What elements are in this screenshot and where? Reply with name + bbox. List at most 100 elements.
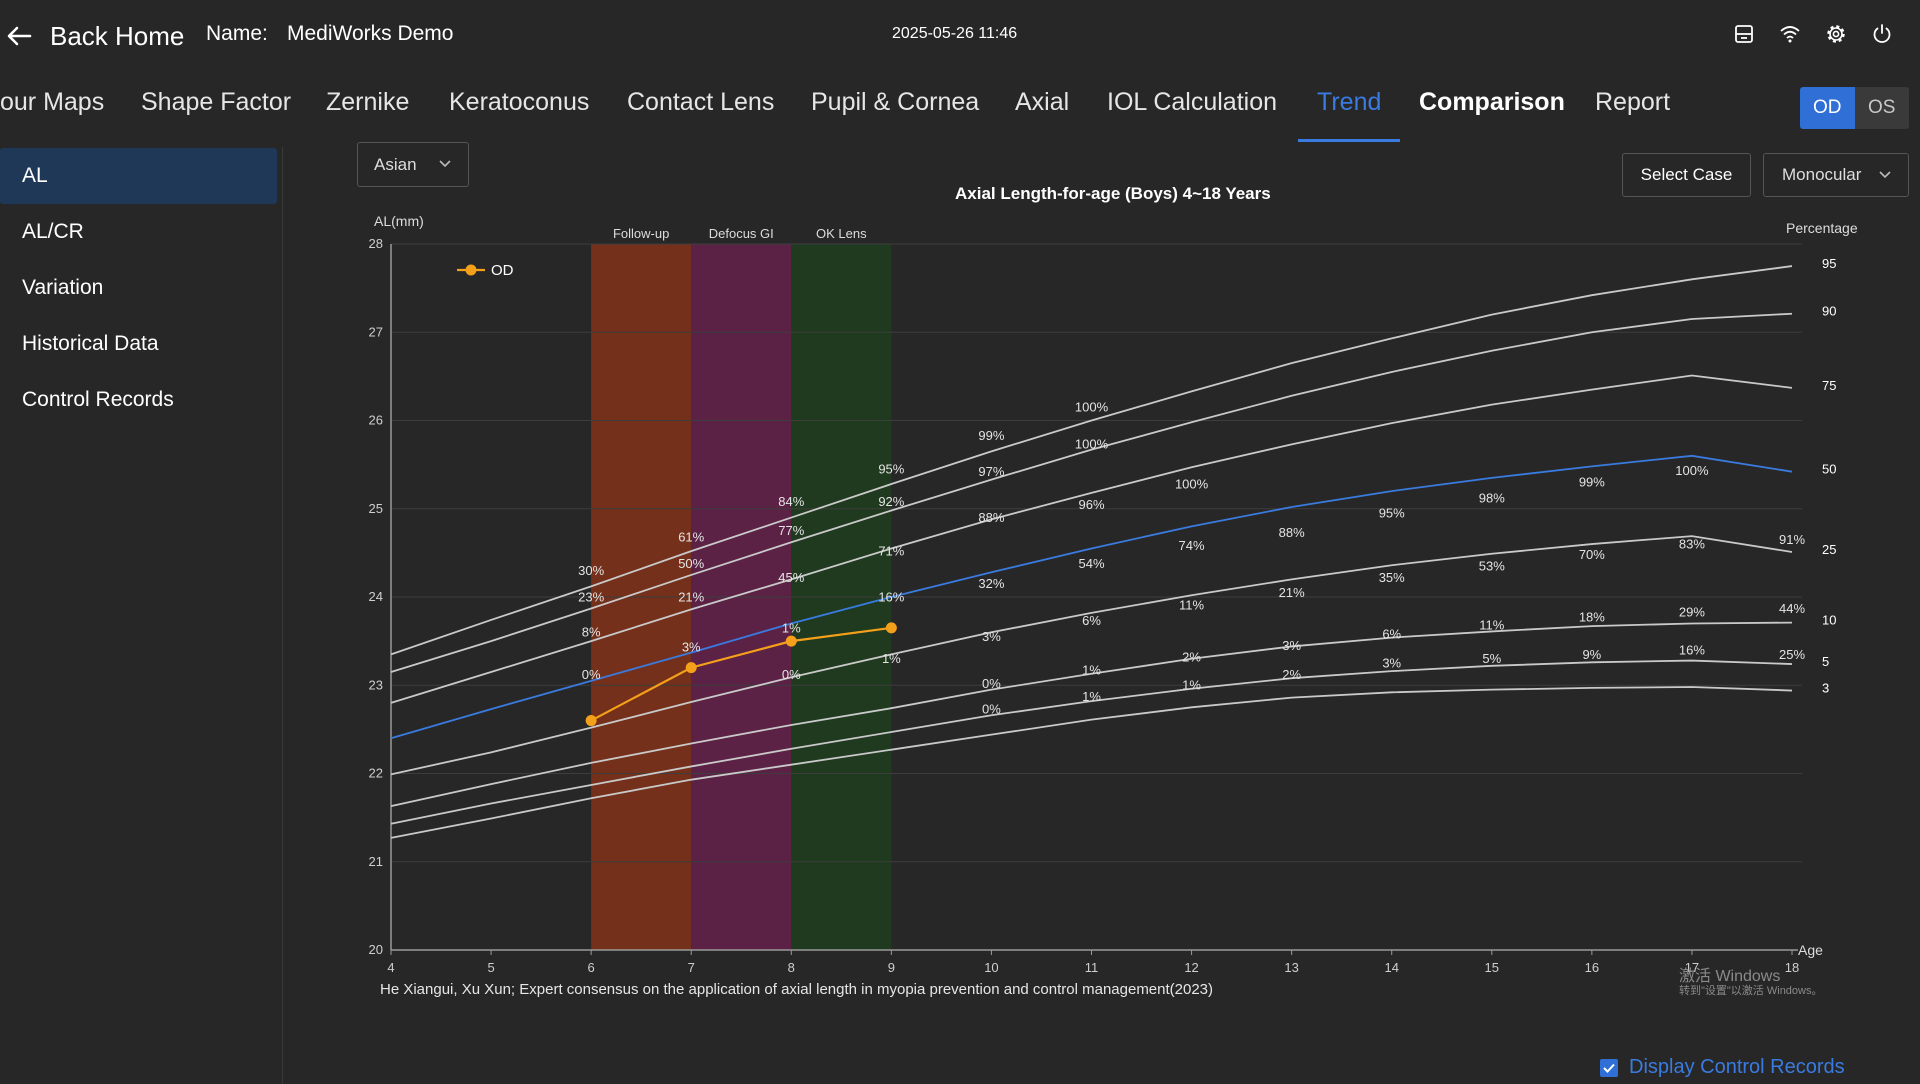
percentage-annotation: 100% xyxy=(1075,437,1109,452)
percentage-annotation: 83% xyxy=(1679,536,1705,551)
band-label: Follow-up xyxy=(613,226,669,241)
tab-contour-maps[interactable]: our Maps xyxy=(0,88,105,116)
sidebar-item-control-records[interactable]: Control Records xyxy=(0,372,277,428)
percentage-annotation: 29% xyxy=(1679,604,1705,619)
back-home-label: Back Home xyxy=(50,20,185,51)
sidebar-item-label: AL xyxy=(22,164,48,187)
tab-zernike[interactable]: Zernike xyxy=(326,88,410,116)
x-tick-label: 9 xyxy=(888,960,895,975)
tab-axial[interactable]: Axial xyxy=(1015,88,1070,116)
percentile-curve-10 xyxy=(390,621,1793,808)
percentage-annotation: 3% xyxy=(982,629,1001,644)
reference-citation: He Xiangui, Xu Xun; Expert consensus on … xyxy=(380,981,1214,998)
x-axis-label: Age xyxy=(1798,942,1823,958)
sidebar-item-al[interactable]: AL xyxy=(0,148,277,204)
os-button[interactable]: OS xyxy=(1854,87,1909,129)
percentage-annotation: 97% xyxy=(978,464,1004,479)
x-tick-label: 15 xyxy=(1485,960,1499,975)
y-tick-label: 23 xyxy=(369,677,383,692)
windows-watermark-sub: 转到"设置"以激活 Windows。 xyxy=(1679,985,1823,997)
od-data-point xyxy=(585,715,597,727)
tab-contact-lens[interactable]: Contact Lens xyxy=(627,88,775,116)
display-control-records-checkbox[interactable]: Display Control Records xyxy=(1600,1056,1845,1079)
percentage-annotation: 99% xyxy=(978,428,1004,443)
percentage-annotation: 77% xyxy=(778,523,804,538)
wifi-icon[interactable] xyxy=(1778,22,1802,46)
y-tick-label: 27 xyxy=(369,324,383,339)
sidebar-item-label: Control Records xyxy=(22,388,174,411)
top-icon-group xyxy=(1732,22,1894,46)
od-data-point xyxy=(685,662,697,674)
x-tick-label: 14 xyxy=(1384,960,1398,975)
percentage-annotation: 45% xyxy=(778,570,804,585)
percentage-annotation: 74% xyxy=(1179,538,1205,553)
percentage-annotation: 88% xyxy=(978,510,1004,525)
percentage-annotation: 91% xyxy=(1779,532,1805,547)
percentile-label: 50 xyxy=(1822,462,1836,477)
percentage-annotation: 6% xyxy=(1082,613,1101,628)
windows-watermark: 激活 Windows xyxy=(1679,968,1781,985)
x-tick-label: 10 xyxy=(984,960,998,975)
percentile-curve-90 xyxy=(390,312,1793,673)
percentage-annotation: 1% xyxy=(882,651,901,666)
x-tick-label: 17 xyxy=(1685,960,1699,975)
tab-pupil-cornea[interactable]: Pupil & Cornea xyxy=(811,88,980,116)
percentage-annotation: 16% xyxy=(878,589,904,604)
percentage-annotation: 23% xyxy=(578,589,604,604)
sidebar-item-variation[interactable]: Variation xyxy=(0,260,277,316)
percentile-curve-25 xyxy=(390,535,1793,776)
od-series-line xyxy=(590,626,892,722)
tab-keratoconus[interactable]: Keratoconus xyxy=(449,88,590,116)
module-tabs: our Maps Shape Factor Zernike Keratoconu… xyxy=(0,88,1780,143)
percentage-annotation: 96% xyxy=(1078,497,1104,512)
band-label: Defocus GI xyxy=(709,226,774,241)
percentile-curve-95 xyxy=(390,265,1793,656)
percentage-annotation: 11% xyxy=(1479,618,1504,633)
chart-title: Axial Length-for-age (Boys) 4~18 Years xyxy=(955,184,1271,203)
y-tick-label: 25 xyxy=(369,501,383,516)
tab-trend[interactable]: Trend xyxy=(1297,88,1401,143)
save-icon[interactable] xyxy=(1732,22,1756,46)
y-tick-label: 28 xyxy=(369,236,383,251)
y-tick-label: 22 xyxy=(369,766,383,781)
arrow-left-icon xyxy=(7,26,32,46)
sidebar-item-al-cr[interactable]: AL/CR xyxy=(0,204,277,260)
select-case-button[interactable]: Select Case xyxy=(1622,153,1751,197)
sidebar: AL AL/CR Variation Historical Data Contr… xyxy=(0,147,283,1084)
x-tick-label: 7 xyxy=(688,960,695,975)
percentage-annotation: 5% xyxy=(1482,651,1501,666)
tab-report[interactable]: Report xyxy=(1595,88,1671,116)
od-button[interactable]: OD xyxy=(1800,87,1855,129)
x-tick-label: 8 xyxy=(788,960,795,975)
mode-select[interactable]: Monocular xyxy=(1763,153,1909,197)
percentage-annotation: 95% xyxy=(1379,506,1405,521)
percentage-annotation: 98% xyxy=(1479,491,1505,506)
region-select[interactable]: Asian xyxy=(357,142,469,187)
percentile-label: 95 xyxy=(1822,256,1836,271)
percentage-annotation: 1% xyxy=(782,620,801,635)
power-icon[interactable] xyxy=(1870,22,1894,46)
percentage-annotation: 21% xyxy=(678,589,704,604)
percentage-annotation: 61% xyxy=(678,529,704,544)
legend-marker xyxy=(465,264,477,276)
percentage-annotation: 54% xyxy=(1078,556,1104,571)
percentage-annotation: 1% xyxy=(1082,663,1101,678)
percentage-annotation: 8% xyxy=(582,625,601,640)
x-tick-label: 4 xyxy=(387,960,394,975)
od-data-point xyxy=(885,622,897,634)
percentage-annotation: 70% xyxy=(1579,547,1605,562)
percentile-curve-5 xyxy=(390,659,1793,825)
percentage-annotation: 84% xyxy=(778,494,804,509)
mode-select-value: Monocular xyxy=(1782,165,1862,184)
sidebar-item-historical-data[interactable]: Historical Data xyxy=(0,316,277,372)
percentage-annotation: 11% xyxy=(1179,597,1204,612)
back-home-button[interactable]: Back Home xyxy=(0,16,184,56)
tab-comparison[interactable]: Comparison xyxy=(1419,88,1565,116)
percentage-annotation: 16% xyxy=(1679,642,1705,657)
x-tick-label: 13 xyxy=(1284,960,1298,975)
tab-iol-calculation[interactable]: IOL Calculation xyxy=(1107,88,1277,116)
percentage-annotation: 35% xyxy=(1379,570,1405,585)
percentage-label: Percentage xyxy=(1786,220,1858,236)
settings-icon[interactable] xyxy=(1824,22,1848,46)
tab-shape-factor[interactable]: Shape Factor xyxy=(141,88,292,116)
